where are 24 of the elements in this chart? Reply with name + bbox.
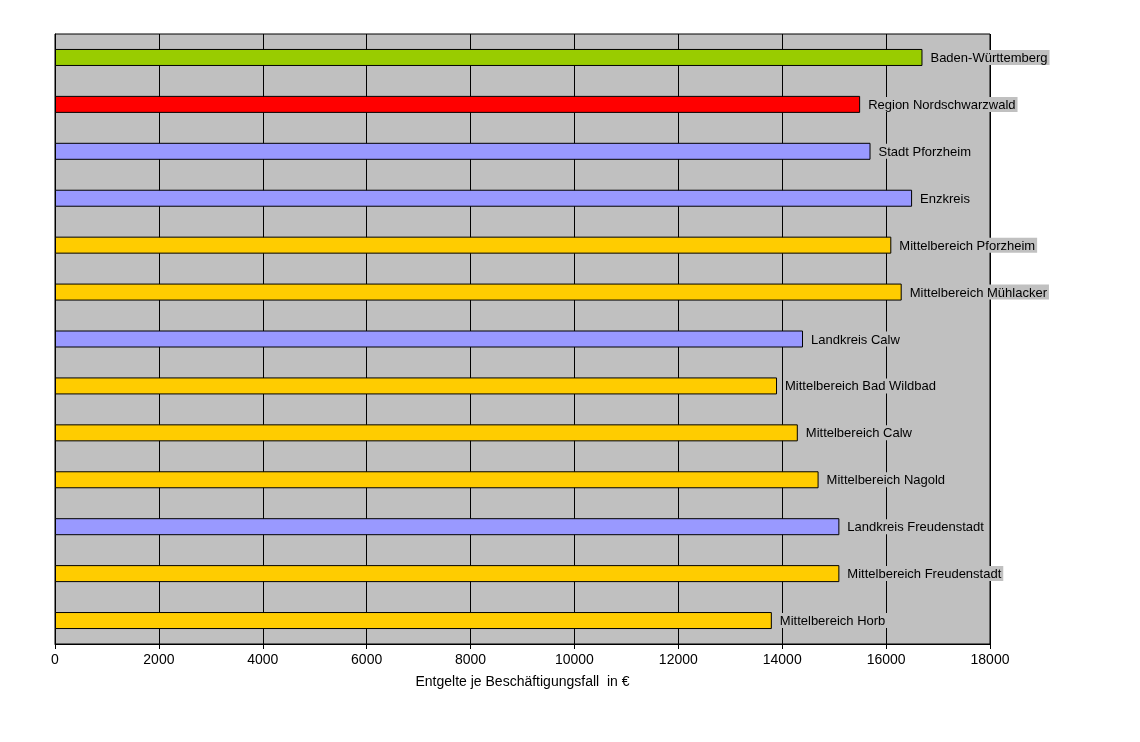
x-tick-label: 0 bbox=[51, 651, 60, 667]
x-tick-label: 10000 bbox=[554, 651, 595, 667]
y-tick-label: Landkreis Calw bbox=[811, 331, 901, 347]
x-tick-label: 8000 bbox=[454, 651, 487, 667]
y-tick-label: Baden-Württemberg bbox=[930, 49, 1048, 65]
x-tick-label: 2000 bbox=[143, 651, 175, 667]
x-tick-label: 4000 bbox=[247, 651, 279, 667]
x-tick-label: 18000 bbox=[970, 651, 1010, 667]
y-tick-label: Region Nordschwarzwald bbox=[868, 96, 1016, 112]
y-tick-label: Mittelbereich Calw bbox=[805, 425, 913, 441]
y-tick-label: Enzkreis bbox=[920, 190, 971, 206]
y-tick-label: Mittelbereich Bad Wildbad bbox=[785, 378, 937, 394]
x-tick-label: 16000 bbox=[866, 651, 906, 667]
y-tick-label: Mittelbereich Pforzheim bbox=[899, 237, 1036, 253]
y-tick-label: Landkreis Freudenstadt bbox=[847, 519, 985, 535]
x-tick-label: 14000 bbox=[762, 651, 802, 667]
x-tick-label: 6000 bbox=[351, 651, 383, 667]
y-tick-label: Stadt Pforzheim bbox=[878, 143, 972, 159]
y-tick-label: Mittelbereich Mühlacker bbox=[909, 284, 1048, 300]
y-tick-label: Mittelbereich Horb bbox=[779, 613, 886, 629]
x-tick-label: 12000 bbox=[658, 651, 699, 667]
y-tick-label: Mittelbereich Freudenstadt bbox=[847, 566, 1002, 582]
x-axis-title: Entgelte je Beschäftigungsfall in € bbox=[415, 673, 630, 689]
y-tick-label: Mittelbereich Nagold bbox=[826, 472, 946, 488]
